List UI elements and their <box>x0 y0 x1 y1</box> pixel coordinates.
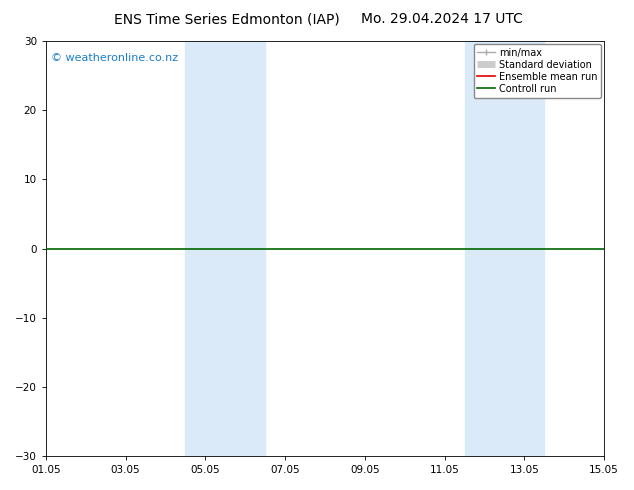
Bar <box>186 41 265 456</box>
Legend: min/max, Standard deviation, Ensemble mean run, Controll run: min/max, Standard deviation, Ensemble me… <box>474 44 601 98</box>
Text: ENS Time Series Edmonton (IAP): ENS Time Series Edmonton (IAP) <box>114 12 340 26</box>
Text: © weatheronline.co.nz: © weatheronline.co.nz <box>51 53 179 64</box>
Text: Mo. 29.04.2024 17 UTC: Mo. 29.04.2024 17 UTC <box>361 12 523 26</box>
Bar <box>465 41 545 456</box>
